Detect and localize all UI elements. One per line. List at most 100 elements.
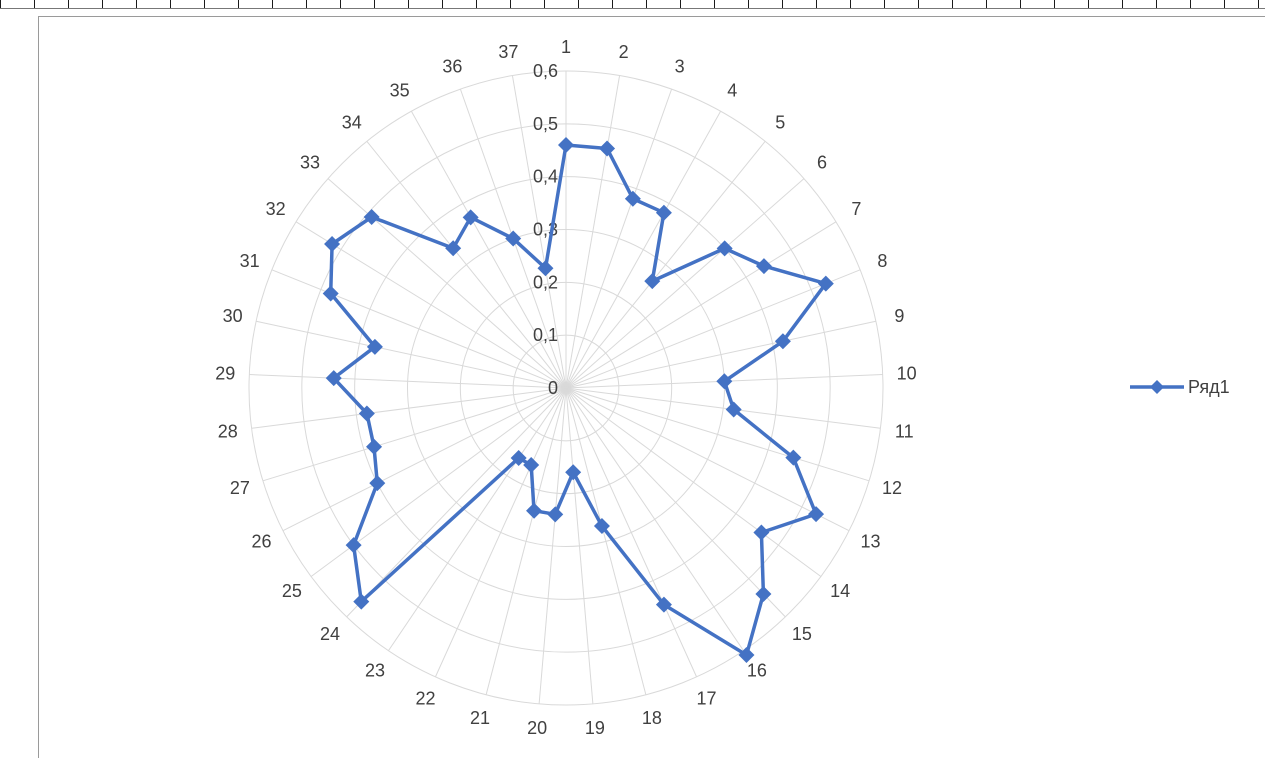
grid-spoke (565, 178, 805, 389)
grid-spoke (410, 111, 567, 389)
category-label: 31 (240, 251, 260, 271)
category-label: 23 (365, 661, 385, 681)
category-label: 26 (251, 532, 271, 552)
category-label: 12 (882, 478, 902, 498)
grid-layer (248, 70, 884, 706)
tick-label: 0,5 (533, 114, 558, 134)
grid-spoke (565, 111, 722, 389)
data-point (363, 208, 380, 225)
data-point (808, 506, 825, 523)
data-point (358, 405, 375, 422)
grid-spoke (565, 387, 881, 429)
data-point (510, 450, 527, 467)
category-label: 18 (642, 708, 662, 728)
category-label: 37 (498, 42, 518, 62)
category-label: 14 (830, 581, 850, 601)
grid-spoke (366, 141, 567, 389)
top-border (0, 0, 1265, 8)
grid-spoke (485, 387, 567, 695)
tick-label: 0,6 (533, 61, 558, 81)
grid-spoke (434, 387, 567, 678)
grid-spoke (262, 387, 567, 482)
grid-spoke (282, 387, 567, 532)
data-point (624, 190, 641, 207)
data-point (547, 506, 564, 523)
data-point (716, 373, 733, 390)
category-label: 20 (527, 718, 547, 738)
data-point (324, 235, 341, 252)
grid-spoke (565, 88, 673, 389)
category-label: 35 (390, 80, 410, 100)
category-label: 27 (230, 478, 250, 498)
grid-spoke (565, 387, 786, 618)
category-label: 9 (894, 306, 904, 326)
data-point (599, 140, 616, 157)
grid-spoke (271, 269, 567, 389)
tick-label: 0,4 (533, 167, 558, 187)
data-point (325, 370, 342, 387)
data-point (725, 401, 742, 418)
grid-spoke (388, 387, 567, 651)
category-label: 17 (696, 689, 716, 709)
category-label: 7 (851, 199, 861, 219)
grid-spoke (565, 320, 876, 389)
data-point (537, 260, 554, 277)
grid-spoke (249, 374, 567, 389)
grid-spoke (565, 269, 861, 389)
grid-spoke (565, 387, 744, 651)
data-point (445, 240, 462, 257)
category-label: 4 (727, 80, 737, 100)
category-label: 5 (775, 113, 785, 133)
category-label: 2 (619, 42, 629, 62)
data-point (716, 240, 733, 257)
grid-spoke (565, 387, 698, 678)
category-label: 33 (300, 153, 320, 173)
grid-spoke (538, 387, 567, 704)
series-layer (322, 136, 834, 664)
data-point (526, 502, 543, 519)
category-label: 34 (342, 113, 362, 133)
grid-spoke (565, 387, 870, 482)
grid-spoke (565, 141, 766, 389)
grid-spoke (565, 387, 647, 695)
data-point (785, 449, 802, 466)
data-point (366, 338, 383, 355)
grid-spoke (565, 387, 850, 532)
grid-spoke (565, 387, 822, 577)
data-point (366, 438, 383, 455)
grid-spoke (295, 221, 567, 389)
grid-spoke (565, 387, 594, 704)
data-point (755, 585, 772, 602)
data-point (755, 258, 772, 275)
category-label: 11 (895, 421, 914, 441)
grid-spoke (565, 221, 837, 389)
grid-spoke (565, 75, 621, 389)
data-point (738, 647, 755, 664)
legend-label: Ряд1 (1188, 377, 1230, 397)
data-point (353, 593, 370, 610)
category-label: 32 (266, 199, 286, 219)
category-label: 28 (218, 421, 238, 441)
category-label: 25 (282, 581, 302, 601)
data-point (655, 596, 672, 613)
category-label: 16 (747, 661, 767, 681)
tick-label: 0,2 (533, 272, 558, 292)
category-label: 13 (860, 532, 880, 552)
category-labels: 1 234567891011121314151617181920212223242… (215, 37, 916, 738)
data-point (369, 475, 386, 492)
data-point (593, 518, 610, 535)
category-label: 1 (561, 37, 571, 57)
category-label: 19 (585, 718, 605, 738)
category-label: 6 (817, 153, 827, 173)
chart-frame (38, 16, 1265, 758)
data-point (644, 273, 661, 290)
category-label: 30 (223, 306, 243, 326)
data-point (462, 209, 479, 226)
category-label: 15 (792, 624, 812, 644)
tick-label: 0,1 (533, 325, 558, 345)
tick-labels: 00,10,20,30,40,50,6 (533, 61, 558, 398)
data-point (345, 537, 362, 554)
grid-spoke (251, 387, 567, 429)
data-point (322, 285, 339, 302)
